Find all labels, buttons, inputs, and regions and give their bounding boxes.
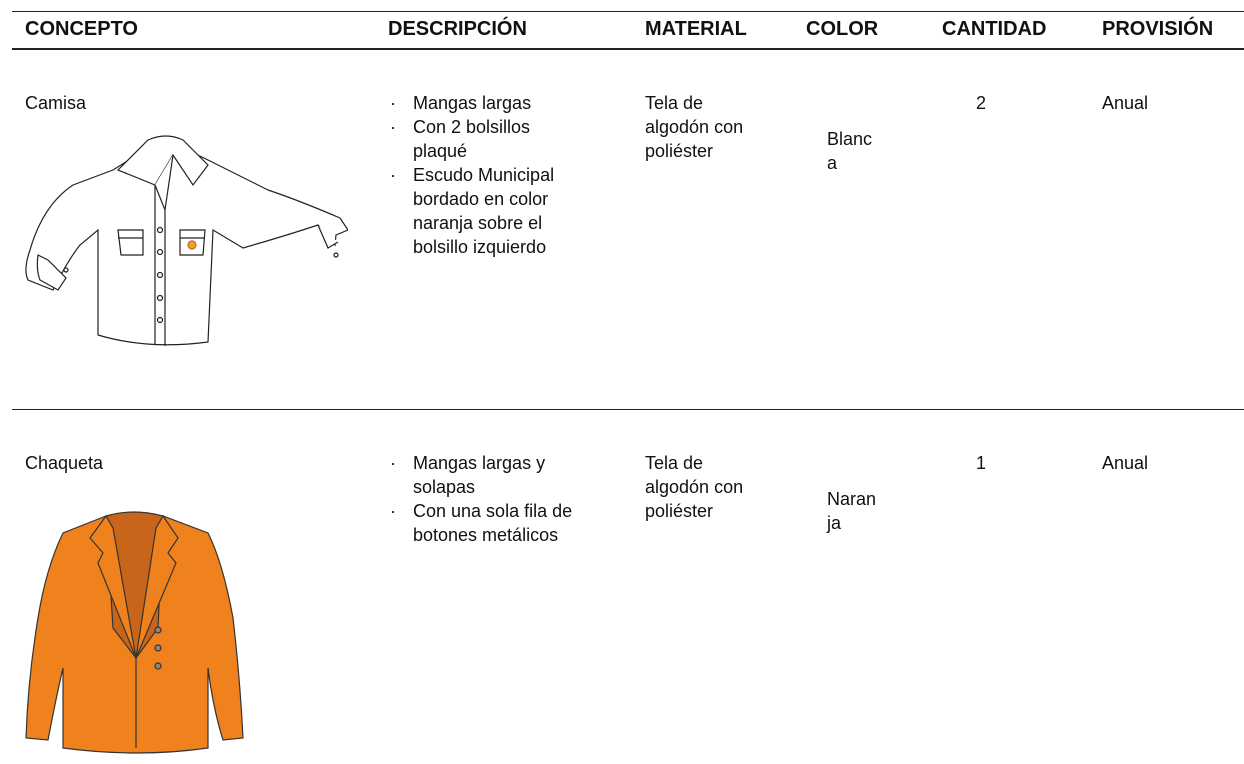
column-header: COLOR — [806, 18, 879, 40]
color: Naranja — [827, 489, 877, 533]
shirt-illustration — [25, 135, 348, 346]
top-rule — [12, 11, 1244, 12]
row-rule — [12, 409, 1244, 410]
descripcion-item: Mangas largas y solapas — [388, 451, 588, 499]
descripcion-list: Mangas largasCon 2 bolsillos plaquéEscud… — [388, 91, 588, 259]
column-header: MATERIAL — [645, 18, 747, 40]
jacket-illustration — [25, 511, 244, 754]
descripcion-item: Con una sola fila de botones metálicos — [388, 499, 588, 547]
column-header: CONCEPTO — [25, 18, 138, 40]
descripcion-item: Mangas largas — [388, 91, 588, 115]
descripcion-list: Mangas largas y solapasCon una sola fila… — [388, 451, 588, 547]
material: Tela de algodón con poliéster — [645, 453, 744, 521]
cantidad: 1 — [976, 453, 987, 473]
provision: Anual — [1102, 93, 1149, 113]
color: Blanca — [827, 129, 873, 173]
descripcion-item: Con 2 bolsillos plaqué — [388, 115, 588, 163]
cantidad: 2 — [976, 93, 987, 113]
header-rule — [12, 48, 1244, 50]
column-header: CANTIDAD — [942, 18, 1047, 40]
provision: Anual — [1102, 453, 1149, 473]
column-header: DESCRIPCIÓN — [388, 18, 527, 40]
concepto: Camisa — [25, 93, 87, 113]
descripcion-item: Escudo Municipal bordado en color naranj… — [388, 163, 588, 259]
concepto: Chaqueta — [25, 453, 104, 473]
material: Tela de algodón con poliéster — [645, 93, 744, 161]
column-header: PROVISIÓN — [1102, 18, 1214, 40]
